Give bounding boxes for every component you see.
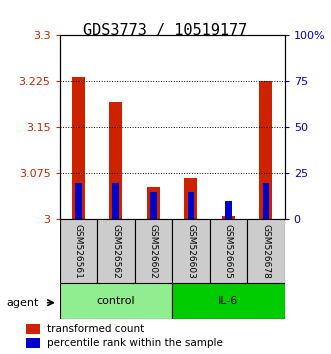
Text: percentile rank within the sample: percentile rank within the sample [47, 338, 223, 348]
Text: IL-6: IL-6 [218, 296, 239, 306]
Text: transformed count: transformed count [47, 324, 144, 334]
Text: GSM526561: GSM526561 [74, 224, 83, 279]
Bar [172, 219, 210, 283]
Text: GSM526678: GSM526678 [261, 224, 270, 279]
Bar [26, 324, 40, 334]
Text: GSM526605: GSM526605 [224, 224, 233, 279]
Bar [26, 338, 40, 348]
Bar [260, 81, 272, 219]
Bar [147, 187, 160, 219]
Bar [60, 283, 172, 319]
Text: GDS3773 / 10519177: GDS3773 / 10519177 [83, 23, 248, 38]
Text: agent: agent [7, 298, 39, 308]
Bar [187, 192, 194, 219]
Bar [72, 77, 85, 219]
Text: GSM526602: GSM526602 [149, 224, 158, 279]
Bar [113, 183, 119, 219]
Bar [262, 183, 269, 219]
Bar [222, 216, 235, 219]
Bar [247, 219, 285, 283]
Bar [172, 283, 285, 319]
Bar [109, 102, 122, 219]
Text: control: control [97, 296, 135, 306]
Text: GSM526562: GSM526562 [111, 224, 120, 279]
Bar [150, 192, 157, 219]
Bar [135, 219, 172, 283]
Bar [210, 219, 247, 283]
Bar [97, 219, 135, 283]
Bar [184, 178, 198, 219]
Bar [60, 219, 97, 283]
Text: GSM526603: GSM526603 [186, 224, 195, 279]
Bar [225, 201, 232, 219]
Bar [75, 183, 82, 219]
